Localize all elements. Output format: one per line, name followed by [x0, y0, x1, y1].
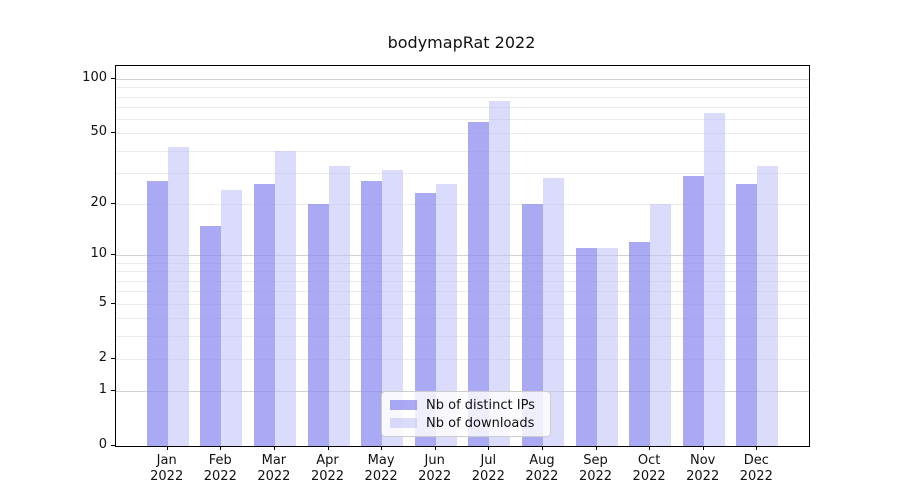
- y-tick-label: 0: [98, 437, 107, 452]
- x-tick-mark: [381, 446, 383, 450]
- gridline-minor: [116, 291, 809, 293]
- y-tick-mark: [111, 445, 115, 446]
- bar-distinct-ips-aug: [521, 203, 543, 446]
- y-tick-mark: [111, 78, 115, 79]
- gridline-minor: [116, 358, 809, 360]
- bar-downloads-nov: [703, 112, 725, 446]
- gridline-minor: [116, 318, 809, 319]
- y-tick-label: 5: [98, 294, 107, 310]
- gridline-minor: [116, 271, 809, 273]
- legend: Nb of distinct IPs Nb of downloads: [381, 391, 551, 437]
- bar-downloads-dec: [757, 165, 779, 446]
- legend-item-downloads: Nb of downloads: [382, 416, 550, 431]
- bar-downloads-feb: [221, 190, 243, 446]
- bar-distinct-ips-may: [361, 181, 383, 446]
- y-tick-mark: [111, 202, 115, 204]
- y-tick-label: 50: [90, 124, 107, 140]
- x-tick-label-aug: Aug 2022: [525, 453, 559, 484]
- bar-downloads-jun: [435, 183, 457, 446]
- bar-distinct-ips-jul: [468, 121, 490, 446]
- legend-item-distinct-ips: Nb of distinct IPs: [382, 398, 550, 413]
- gridline-minor: [116, 150, 809, 152]
- gridline-minor: [116, 280, 809, 282]
- x-tick-label-apr: Apr 2022: [310, 453, 345, 484]
- legend-swatch-distinct-ips: [390, 400, 417, 410]
- x-tick-mark: [541, 446, 543, 450]
- x-tick-label-nov: Nov 2022: [686, 453, 720, 484]
- gridline-minor: [116, 119, 809, 121]
- x-tick-mark: [166, 446, 168, 450]
- y-tick-label: 20: [90, 194, 107, 210]
- gridline-minor: [116, 203, 809, 205]
- x-tick-label-sep: Sep 2022: [578, 453, 613, 484]
- bar-distinct-ips-apr: [307, 203, 329, 446]
- x-tick-mark: [434, 446, 436, 450]
- plot-area: Nb of distinct IPs Nb of downloads: [115, 65, 810, 447]
- x-tick-label-jan: Jan 2022: [150, 453, 184, 484]
- bar-downloads-apr: [328, 165, 350, 446]
- gridline-major: [116, 79, 809, 80]
- bar-distinct-ips-jan: [146, 181, 168, 446]
- y-tick-label: 2: [98, 349, 107, 365]
- bar-distinct-ips-jun: [414, 193, 436, 446]
- bar-downloads-aug: [542, 178, 564, 446]
- y-tick-mark: [111, 302, 115, 304]
- gridline-minor: [116, 87, 809, 89]
- bar-distinct-ips-oct: [629, 242, 651, 446]
- x-tick-mark: [702, 446, 704, 450]
- bar-distinct-ips-feb: [200, 225, 222, 446]
- bar-downloads-sep: [596, 248, 618, 446]
- x-tick-label-jun: Jun 2022: [418, 453, 452, 484]
- x-tick-mark: [649, 446, 651, 450]
- y-tick-label: 100: [82, 70, 107, 85]
- x-tick-label-may: May 2022: [364, 453, 398, 484]
- x-tick-label-jul: Jul 2022: [471, 453, 505, 484]
- bar-distinct-ips-mar: [253, 183, 275, 446]
- y-tick-mark: [111, 254, 115, 256]
- y-tick-mark: [111, 389, 115, 391]
- x-tick-mark: [220, 446, 222, 450]
- y-tick-mark: [111, 357, 115, 359]
- gridline-minor: [116, 303, 809, 305]
- gridline-minor: [116, 335, 809, 337]
- bar-distinct-ips-nov: [682, 175, 704, 446]
- gridline-major: [116, 255, 809, 257]
- x-tick-mark: [488, 446, 490, 450]
- x-tick-label-oct: Oct 2022: [632, 453, 666, 484]
- y-tick-label: 10: [90, 246, 107, 262]
- x-tick-mark: [273, 446, 275, 450]
- y-tick-mark: [111, 132, 115, 134]
- bar-downloads-mar: [274, 150, 296, 446]
- x-tick-label-mar: Mar 2022: [257, 453, 291, 484]
- bar-distinct-ips-sep: [575, 248, 597, 446]
- legend-label-distinct-ips: Nb of distinct IPs: [426, 397, 535, 413]
- gridline-minor: [116, 262, 809, 264]
- bar-downloads-jan: [167, 146, 189, 446]
- bar-distinct-ips-dec: [736, 183, 758, 446]
- gridline-minor: [116, 96, 809, 98]
- x-tick-label-dec: Dec 2022: [739, 453, 773, 484]
- bar-downloads-may: [382, 170, 404, 446]
- gridline-minor: [116, 107, 809, 109]
- bar-downloads-oct: [650, 203, 672, 446]
- gridline-minor: [116, 133, 809, 135]
- y-tick-label: 1: [98, 381, 107, 397]
- x-tick-label-feb: Feb 2022: [203, 453, 237, 484]
- gridline-minor: [116, 173, 809, 174]
- legend-label-downloads: Nb of downloads: [426, 415, 535, 431]
- x-tick-mark: [756, 446, 758, 450]
- chart-title: bodymapRat 2022: [387, 33, 536, 52]
- legend-swatch-downloads: [390, 418, 417, 428]
- x-tick-mark: [327, 446, 329, 450]
- x-tick-mark: [595, 446, 597, 450]
- bar-downloads-jul: [489, 100, 511, 446]
